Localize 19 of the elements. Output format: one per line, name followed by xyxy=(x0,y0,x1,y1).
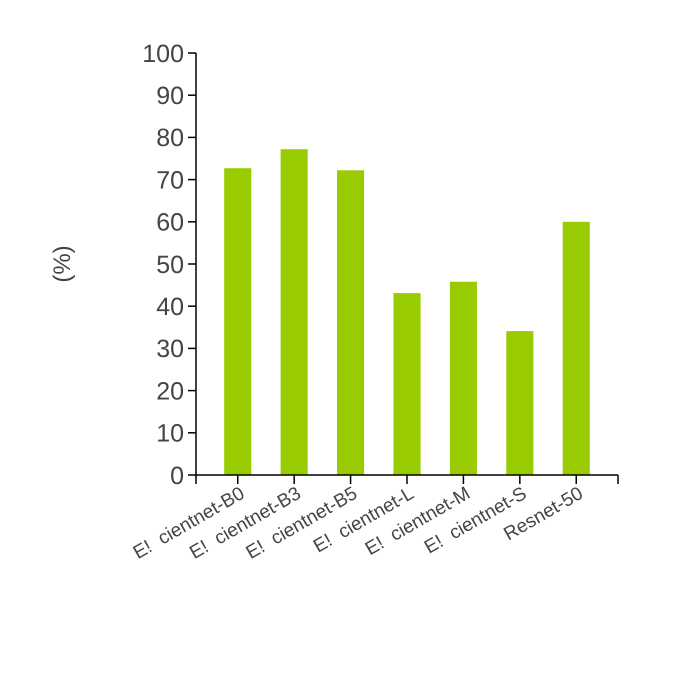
y-tick-label: 20 xyxy=(156,377,184,406)
bar xyxy=(506,331,534,475)
bar xyxy=(337,170,364,475)
y-tick-label: 100 xyxy=(142,40,184,68)
y-tick-label: 10 xyxy=(156,420,184,448)
bar xyxy=(224,168,252,475)
y-tick-label: 50 xyxy=(156,250,184,279)
y-tick-label: 90 xyxy=(156,82,184,110)
y-tick-label: 0 xyxy=(170,462,184,490)
y-tick-label: 70 xyxy=(156,166,184,194)
y-tick-label: 30 xyxy=(156,335,184,364)
bar xyxy=(450,282,477,475)
y-tick-label: 40 xyxy=(156,292,184,321)
bar xyxy=(562,222,590,475)
y-axis-title: (%) xyxy=(49,245,76,283)
y-tick-label: 80 xyxy=(156,124,184,152)
bar xyxy=(393,293,421,475)
bar xyxy=(280,149,308,475)
y-tick-label: 60 xyxy=(156,208,184,237)
